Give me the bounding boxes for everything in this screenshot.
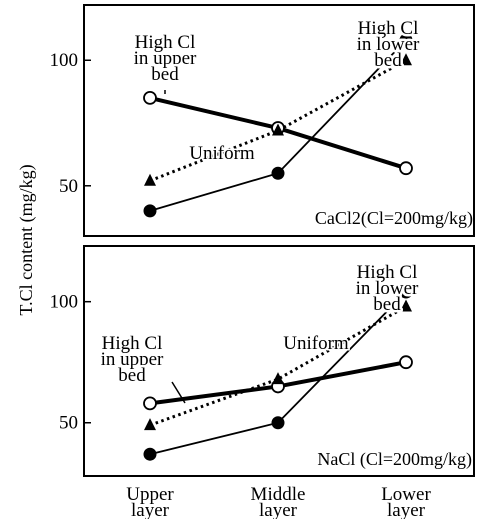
data-point — [399, 161, 413, 176]
annotation-line: bed — [118, 365, 146, 386]
annotation-label: High Cl in upper bed — [134, 32, 197, 85]
annotation-label: High Cl in lower bed — [357, 18, 420, 71]
data-point — [271, 166, 285, 180]
plot-frame — [83, 245, 475, 477]
annotation-line: High Cl — [102, 333, 163, 354]
panel-note: CaCl2(Cl=200mg/kg) — [315, 208, 473, 229]
y-tick-label: 100 — [50, 292, 79, 313]
annotation-line: High Cl — [357, 262, 418, 283]
annotation-line: High Cl — [358, 18, 419, 39]
panel-note: NaCl (Cl=200mg/kg) — [317, 449, 472, 470]
y-tick-label: 50 — [59, 176, 78, 197]
annotation-label: High Cl in upper bed — [101, 333, 164, 386]
x-tick-line: Upper — [126, 484, 174, 505]
data-point — [144, 173, 156, 186]
series-line — [149, 305, 407, 427]
annotation-line: in lower — [357, 34, 420, 55]
x-tick-label: Middle layer — [251, 484, 306, 519]
data-point — [143, 447, 157, 461]
data-point — [399, 33, 413, 47]
annotation-line: in upper — [101, 349, 164, 370]
data-point — [144, 418, 156, 431]
annotation-line: bed — [374, 50, 402, 71]
x-tick-line: layer — [259, 500, 298, 519]
data-point — [143, 204, 157, 218]
data-point — [143, 396, 157, 411]
x-tick-label: Upper layer — [126, 484, 174, 519]
y-tick-label: 100 — [50, 50, 79, 71]
y-tick-label: 50 — [59, 413, 78, 434]
annotation-line: in lower — [356, 278, 419, 299]
plot-frame — [83, 4, 475, 237]
annotation-leader — [171, 381, 186, 404]
annotation-line: Uniform — [283, 333, 349, 354]
annotation-line: bed — [151, 64, 179, 85]
annotation-label: Uniform — [189, 143, 255, 164]
annotation-line: High Cl — [135, 32, 196, 53]
data-point — [272, 372, 284, 385]
x-tick-label: Lower layer — [381, 484, 431, 519]
x-tick-line: layer — [387, 500, 426, 519]
y-axis-label: T.Cl content (mg/kg) — [16, 164, 37, 315]
data-point — [400, 299, 412, 312]
annotation-line: in upper — [134, 48, 197, 69]
data-point — [143, 91, 157, 105]
annotation-label: Uniform — [283, 333, 349, 354]
data-point — [272, 123, 284, 136]
data-point — [400, 53, 412, 66]
data-point — [399, 285, 413, 299]
annotation-line: bed — [373, 294, 401, 315]
x-tick-line: Lower — [381, 484, 431, 505]
data-point — [271, 416, 285, 430]
annotation-line: Uniform — [189, 143, 255, 164]
annotation-label: High Cl in lower bed — [356, 262, 419, 315]
data-point — [399, 355, 413, 370]
x-tick-line: layer — [131, 500, 170, 519]
x-tick-line: Middle — [251, 484, 306, 505]
